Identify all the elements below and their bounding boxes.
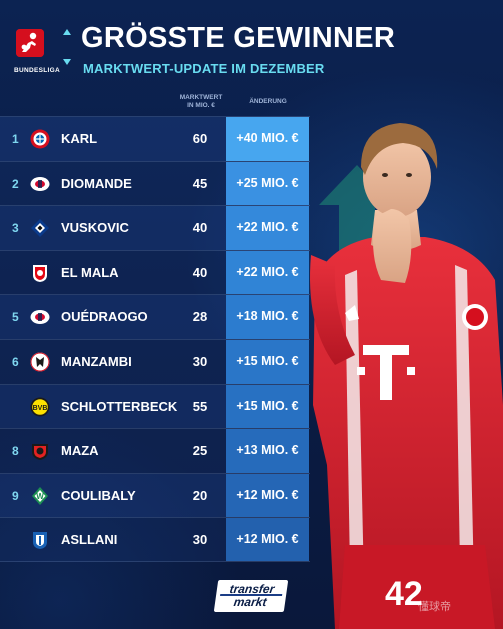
- player-name: VUSKOVIC: [61, 220, 129, 236]
- svg-text:W: W: [36, 492, 44, 501]
- table-row: ASLLANI 30 +12 MIO. €: [0, 517, 310, 562]
- market-value: 30: [192, 353, 208, 369]
- page-title: GRÖSSTE GEWINNER: [81, 22, 396, 54]
- bundesliga-logo-icon: [16, 29, 44, 57]
- hoffenheim-crest-icon: [30, 530, 50, 550]
- player-name: EL MALA: [61, 264, 119, 280]
- player-name: MAZA: [61, 443, 99, 459]
- market-value: 40: [192, 220, 208, 236]
- table-row: 8 MAZA 25 +13 MIO. €: [0, 428, 310, 473]
- updown-arrows-icon: [63, 29, 71, 65]
- market-value: 20: [192, 487, 208, 503]
- player-photo-icon: 42: [310, 123, 503, 629]
- player-name: ASLLANI: [61, 532, 118, 548]
- market-value: 55: [192, 398, 208, 414]
- table-row: BVB SCHLOTTERBECK 55 +15 MIO. €: [0, 383, 310, 429]
- value-change: +22 MIO. €: [226, 206, 309, 250]
- column-header-change: ÄNDERUNG: [249, 98, 287, 105]
- rank: 6: [12, 354, 19, 369]
- page-subtitle: MARKTWERT-UPDATE IM DEZEMBER: [83, 61, 325, 76]
- market-value: 25: [192, 443, 208, 459]
- bayer-leverkusen-crest-icon: [30, 441, 50, 461]
- table-row: 9 W COULIBALY 20 +12 MIO. €: [0, 472, 310, 518]
- player-name: SCHLOTTERBECK: [61, 398, 178, 414]
- borussia-dortmund-crest-icon: BVB: [30, 397, 50, 417]
- rank: 8: [12, 444, 19, 459]
- rank: 5: [12, 310, 19, 325]
- market-value: 45: [192, 175, 208, 191]
- value-change: +25 MIO. €: [226, 161, 309, 206]
- ranking-table: 1 KARL 60 +40 MIO. € 2 DIOMANDE 45 +25 M…: [0, 116, 310, 562]
- rank: 3: [12, 221, 19, 236]
- player-illustration: 42: [305, 105, 503, 629]
- rank: 1: [12, 132, 19, 146]
- hamburger-sv-crest-icon: [30, 218, 50, 238]
- player-name: DIOMANDE: [61, 175, 132, 191]
- market-value: 30: [192, 532, 208, 548]
- value-change: +40 MIO. €: [226, 117, 309, 161]
- sc-freiburg-crest-icon: [30, 352, 50, 372]
- player-name: COULIBALY: [61, 487, 136, 503]
- transfermarkt-logo-line2: markt: [232, 595, 268, 609]
- table-row: 2 DIOMANDE 45 +25 MIO. €: [0, 160, 310, 206]
- table-row: 1 KARL 60 +40 MIO. €: [0, 116, 310, 161]
- werder-bremen-crest-icon: W: [30, 486, 50, 506]
- value-change: +18 MIO. €: [226, 295, 309, 339]
- market-value: 28: [192, 309, 208, 325]
- column-header-market-value-line2: IN MIO. €: [187, 102, 215, 109]
- transfermarkt-logo: transfer markt: [213, 580, 289, 612]
- table-row: EL MALA 40 +22 MIO. €: [0, 249, 310, 295]
- player-name: KARL: [61, 131, 98, 146]
- watermark: 懂球帝: [418, 601, 451, 613]
- shirt-number: 42: [385, 575, 423, 613]
- svg-text:BVB: BVB: [33, 405, 48, 412]
- bundesliga-wordmark: BUNDESLIGA: [14, 67, 60, 74]
- rank: 9: [12, 488, 19, 503]
- player-name: MANZAMBI: [61, 353, 132, 369]
- value-change: +15 MIO. €: [226, 384, 309, 429]
- rb-leipzig-crest-icon: [30, 307, 50, 327]
- fc-koeln-crest-icon: [30, 263, 50, 283]
- market-value: 60: [192, 131, 208, 146]
- table-row: 6 MANZAMBI 30 +15 MIO. €: [0, 338, 310, 384]
- bundesliga-logo: BUNDESLIGA: [14, 29, 60, 74]
- player-name: OUÉDRAOGO: [61, 309, 148, 325]
- value-change: +15 MIO. €: [226, 339, 309, 384]
- value-change: +13 MIO. €: [226, 429, 309, 473]
- market-value: 40: [192, 264, 208, 280]
- value-change: +12 MIO. €: [226, 518, 309, 561]
- table-row: 3 VUSKOVIC 40 +22 MIO. €: [0, 205, 310, 250]
- table-row: 5 OUÉDRAOGO 28 +18 MIO. €: [0, 294, 310, 339]
- fc-bayern-crest-icon: [30, 129, 50, 149]
- value-change: +22 MIO. €: [226, 250, 309, 295]
- column-header-market-value-line1: MARKTWERT: [179, 94, 223, 101]
- rb-leipzig-crest-icon: [30, 174, 50, 194]
- column-header-market-value: MARKTWERT IN MIO. €: [177, 94, 225, 110]
- rank: 2: [12, 176, 19, 191]
- value-change: +12 MIO. €: [226, 473, 309, 518]
